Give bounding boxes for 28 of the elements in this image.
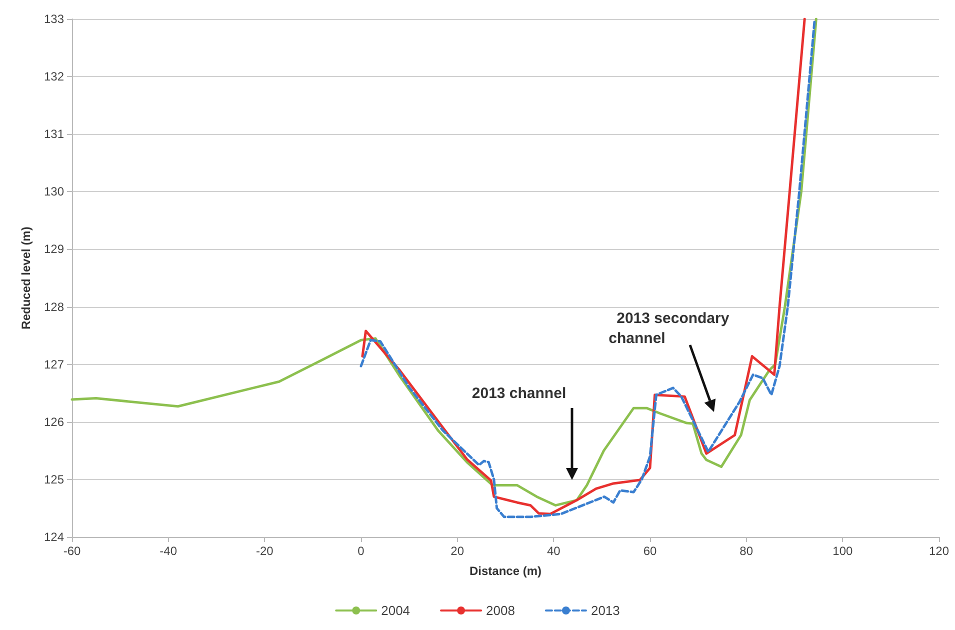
x-tick-label: -60 (63, 544, 81, 558)
legend-label: 2013 (590, 603, 620, 618)
y-tick-label: 130 (44, 184, 64, 199)
y-tick-label: 132 (44, 70, 64, 84)
x-tick-label: 20 (450, 544, 464, 558)
y-tick-label: 128 (44, 300, 64, 314)
y-tick-label: 129 (44, 242, 64, 256)
legend-label: 2008 (486, 603, 515, 618)
x-tick-label: 80 (740, 544, 754, 558)
y-tick-label: 126 (44, 414, 64, 429)
x-tick-label: 0 (358, 544, 365, 558)
y-tick-label: 131 (44, 127, 64, 142)
legend-label: 2004 (381, 603, 410, 618)
y-axis-title: Reduced level (m) (19, 226, 33, 330)
y-tick-label: 127 (44, 357, 64, 372)
y-tick-label: 124 (44, 530, 64, 544)
x-axis-title: Distance (m) (469, 564, 542, 578)
x-tick-label: 120 (928, 544, 950, 558)
y-tick-label: 133 (44, 12, 64, 26)
annotation: 2013 secondary channel (608, 310, 730, 347)
x-tick-label: 40 (546, 544, 561, 558)
annotation: 2013 channel (472, 385, 566, 402)
y-tick-label: 125 (44, 472, 64, 486)
line-series (70, 18, 818, 507)
x-tick-label: 100 (832, 544, 853, 558)
x-tick-label: -20 (256, 544, 274, 558)
x-tick-label: -40 (160, 544, 178, 558)
x-tick-label: 60 (643, 544, 657, 558)
